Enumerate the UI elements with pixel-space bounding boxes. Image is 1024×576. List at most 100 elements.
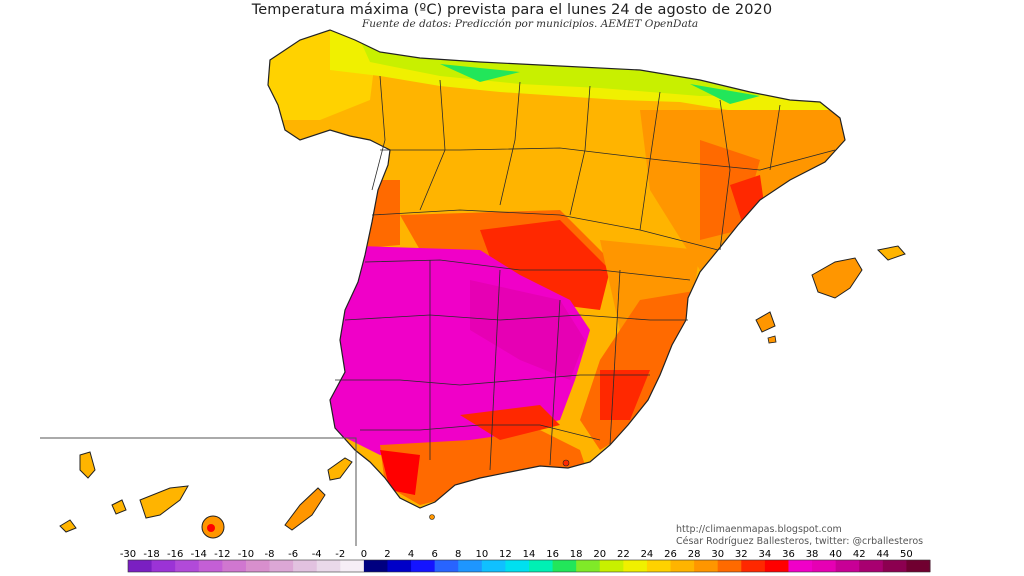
legend-swatch — [741, 560, 766, 572]
legend-tick-label: 2 — [384, 549, 390, 560]
border-north-row — [380, 147, 836, 171]
border-lleida — [769, 104, 781, 171]
legend-tick-label: 42 — [853, 549, 866, 560]
legend-tick-label: 8 — [455, 549, 461, 560]
legend-swatch — [717, 560, 742, 572]
border-toledo-row — [364, 259, 691, 281]
melilla-mark — [562, 459, 570, 467]
legend-tick-label: 6 — [431, 549, 437, 560]
canary-islands — [59, 451, 353, 539]
legend-tick-label: 24 — [641, 549, 654, 560]
legend-tick-label: 38 — [806, 549, 819, 560]
legend-tick-label: -10 — [238, 549, 254, 560]
legend-tick-label: -6 — [288, 549, 298, 560]
menorca-island — [876, 245, 906, 261]
legend-tick-label: -18 — [143, 549, 159, 560]
legend-tick-label: 4 — [408, 549, 414, 560]
legend-swatch — [576, 560, 601, 572]
legend-tick-label: 12 — [499, 549, 512, 560]
border-andalusia-row — [335, 374, 650, 386]
border-albacete — [609, 269, 621, 446]
border-south-row — [360, 424, 601, 441]
border-cordoba — [489, 269, 501, 471]
canary-inset-frame — [40, 437, 357, 546]
province-borders — [335, 75, 836, 471]
la-mancha-hot-zone — [470, 280, 585, 380]
legend-swatch — [293, 560, 318, 572]
tenerife-island — [139, 485, 189, 519]
legend-swatch — [552, 560, 577, 572]
gran-canaria-hot-spot — [207, 524, 215, 532]
granada-zone — [460, 405, 560, 440]
lanzarote-island — [327, 457, 353, 481]
legend-tick-label: 0 — [361, 549, 367, 560]
legend-tick-label: 28 — [688, 549, 701, 560]
legend-swatch — [694, 560, 719, 572]
balearic-islands — [755, 245, 906, 344]
credits: http://climaenmapas.blogspot.com César R… — [676, 524, 923, 548]
legend-tick-label: 18 — [570, 549, 583, 560]
legend-swatch — [128, 560, 153, 572]
map-subtitle: Fuente de datos: Predicción por municipi… — [362, 18, 699, 30]
legend-swatch — [387, 560, 412, 572]
border-galicia — [371, 75, 386, 191]
temperature-map — [40, 29, 906, 546]
legend-swatch — [505, 560, 530, 572]
legend-swatch — [411, 560, 436, 572]
legend-tick-label: 26 — [664, 549, 677, 560]
la-palma-island — [79, 451, 96, 479]
legend-swatch — [363, 560, 388, 572]
ebro-hot-zone — [700, 140, 760, 240]
legend-swatch — [788, 560, 813, 572]
mallorca-island — [811, 257, 863, 299]
el-hierro-island — [59, 519, 77, 533]
legend-swatch — [458, 560, 483, 572]
legend-swatch — [222, 560, 247, 572]
ibiza-island — [755, 311, 776, 333]
legend-tick-label: -2 — [335, 549, 345, 560]
credits-url: http://climaenmapas.blogspot.com — [676, 524, 842, 535]
legend-swatch — [245, 560, 271, 572]
legend-swatch — [175, 560, 200, 572]
northern-plateau-zone — [380, 120, 720, 220]
fuerteventura-island — [284, 487, 326, 531]
peninsula-fill — [268, 30, 845, 508]
ceuta-mark — [429, 514, 435, 520]
coolest-peaks-zone — [440, 64, 760, 104]
legend-tick-label: -14 — [191, 549, 207, 560]
legend-swatch — [434, 560, 459, 572]
south-coast-zone — [380, 430, 590, 505]
credits-author: César Rodríguez Ballesteros, twitter: @c… — [676, 536, 924, 547]
legend-swatch — [529, 560, 554, 572]
cadiz-hot-zone — [380, 450, 420, 495]
legend-tick-label: 40 — [829, 549, 842, 560]
legend-swatch — [646, 560, 672, 572]
legend-swatch — [835, 560, 860, 572]
legend-tick-label: 20 — [593, 549, 606, 560]
formentera-island — [767, 335, 777, 344]
map-title: Temperatura máxima (ºC) prevista para el… — [251, 2, 773, 18]
border-zaragoza — [719, 99, 731, 251]
legend-swatch — [340, 560, 365, 572]
legend-swatch — [269, 560, 294, 572]
legend-tick-label: 22 — [617, 549, 630, 560]
legend-swatch — [599, 560, 624, 572]
legend-tick-label: 32 — [735, 549, 748, 560]
la-gomera-island — [111, 499, 127, 515]
legend-tick-label: -8 — [265, 549, 275, 560]
legend-tick-label: 50 — [900, 549, 913, 560]
legend-tick-label: -12 — [214, 549, 230, 560]
legend-tick-label: 10 — [475, 549, 488, 560]
legend-tick-label: 36 — [782, 549, 795, 560]
legend-swatch — [812, 560, 837, 572]
legend-swatch — [670, 560, 695, 572]
legend-swatch — [906, 560, 931, 572]
legend-swatch — [764, 560, 789, 572]
border-jaen — [549, 299, 561, 466]
legend-tick-label: 44 — [876, 549, 889, 560]
west-border-zone — [340, 180, 400, 250]
legend-tick-label: -16 — [167, 549, 183, 560]
border-central-row — [371, 209, 719, 251]
legend-swatch — [882, 560, 907, 572]
legend-border — [127, 559, 931, 573]
